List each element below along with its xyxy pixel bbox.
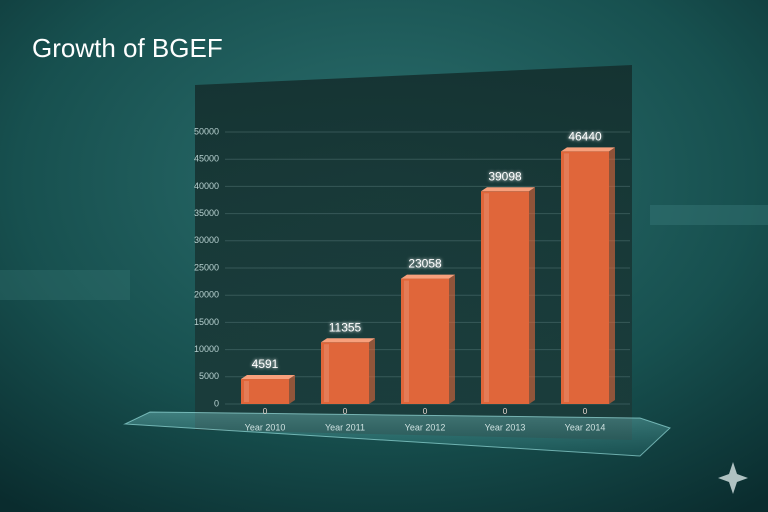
x-tick-label: Year 2010 — [245, 422, 286, 432]
base-label: 0 — [503, 407, 508, 416]
bar-shine — [244, 381, 249, 402]
base-label: 0 — [423, 407, 428, 416]
bar-top — [321, 338, 375, 343]
y-tick-label: 45000 — [194, 154, 219, 164]
bar — [241, 379, 289, 404]
y-tick-label: 15000 — [194, 317, 219, 327]
base-label: 0 — [263, 407, 268, 416]
base-label: 0 — [583, 407, 588, 416]
bar-group — [481, 187, 535, 404]
y-tick-label: 5000 — [199, 371, 219, 381]
y-tick-label: 10000 — [194, 344, 219, 354]
y-tick-label: 0 — [214, 398, 219, 408]
value-label: 39098 — [488, 169, 522, 183]
bar-shine — [484, 193, 489, 402]
bar-top — [561, 147, 615, 152]
base-label: 0 — [343, 407, 348, 416]
y-tick-label: 20000 — [194, 290, 219, 300]
sparkle-icon — [718, 462, 748, 494]
bar-shine — [404, 280, 409, 402]
bar-group — [321, 338, 375, 404]
bar-side — [289, 375, 295, 404]
decor — [650, 205, 768, 225]
bar — [321, 342, 369, 404]
bar-top — [401, 274, 455, 279]
glass-floor — [123, 411, 671, 457]
y-tick-label: 30000 — [194, 235, 219, 245]
bar-shine — [324, 344, 329, 402]
value-label: 4591 — [252, 357, 279, 371]
bar-side — [449, 274, 455, 404]
value-label: 23058 — [408, 257, 442, 271]
bar-group — [561, 147, 615, 404]
value-label: 46440 — [568, 130, 602, 144]
chart-title: Growth of BGEF — [32, 33, 223, 63]
bar-shine — [564, 153, 569, 402]
bar-group — [241, 375, 295, 404]
decor — [0, 270, 130, 300]
x-tick-label: Year 2013 — [485, 422, 526, 432]
bar-top — [481, 187, 535, 192]
bar — [481, 191, 529, 404]
x-tick-label: Year 2012 — [405, 422, 446, 432]
y-tick-label: 25000 — [194, 262, 219, 272]
x-tick-label: Year 2014 — [565, 422, 606, 432]
bar-side — [609, 147, 615, 404]
y-tick-label: 35000 — [194, 208, 219, 218]
y-tick-label: 50000 — [194, 126, 219, 136]
bar — [561, 151, 609, 404]
bar-side — [529, 187, 535, 404]
y-tick-label: 40000 — [194, 181, 219, 191]
value-label: 11355 — [329, 320, 362, 334]
bar-group — [401, 274, 455, 404]
bar — [401, 278, 449, 404]
bar-side — [369, 338, 375, 404]
x-tick-label: Year 2011 — [325, 422, 365, 432]
bar-top — [241, 375, 295, 380]
